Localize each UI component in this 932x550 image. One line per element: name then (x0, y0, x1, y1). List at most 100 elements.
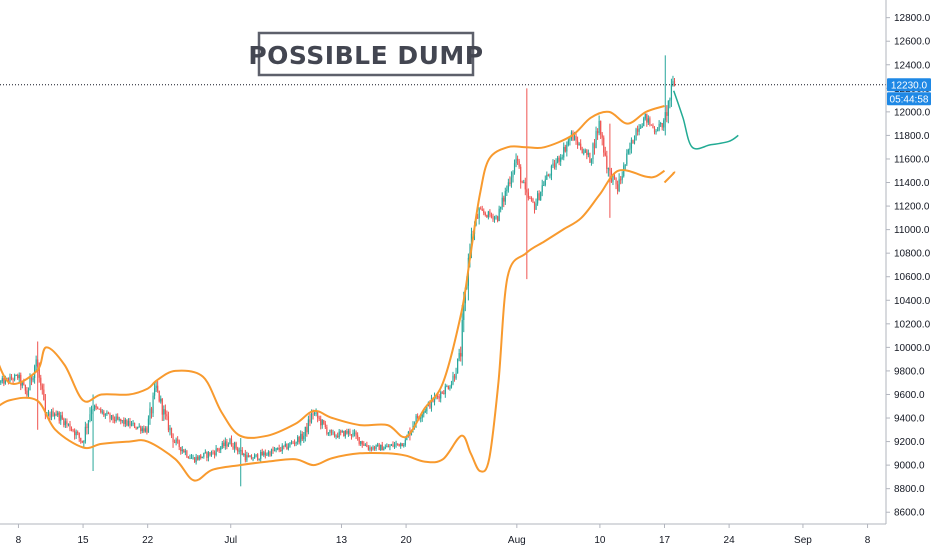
candle-body (520, 166, 522, 183)
candle-body (110, 415, 113, 419)
candle-body (17, 375, 19, 379)
candle-body (544, 179, 546, 186)
projection-line (672, 90, 739, 150)
candle-body (483, 210, 485, 214)
candle-body (117, 416, 119, 420)
candle-body (670, 84, 673, 100)
x-tick-label: 17 (659, 535, 671, 546)
candle-body (75, 431, 77, 436)
candle-body (124, 419, 126, 424)
y-tick-label: 12600.0 (894, 37, 931, 48)
candle-body (424, 411, 426, 413)
candle-body (486, 214, 488, 218)
candle-body (306, 426, 308, 433)
candle-body (603, 137, 605, 153)
time-axis[interactable]: 8 15 22 Jul 13 20 Aug 10 17 24 Sep 8 (0, 523, 932, 550)
candle-body (24, 384, 26, 391)
candle-body (29, 376, 31, 391)
candle-body (458, 353, 460, 359)
candle-body (193, 457, 196, 463)
candle-body (378, 444, 380, 451)
candle-body (120, 418, 122, 422)
candle-body (157, 385, 159, 391)
candle-body (343, 430, 345, 437)
y-tick-label: 11400.0 (894, 178, 930, 189)
candle-body (173, 442, 176, 444)
candle-body (444, 386, 446, 394)
candle-body (512, 172, 514, 178)
candle-body (447, 386, 449, 389)
candle-body (383, 448, 385, 451)
candle-body (177, 439, 179, 441)
candle-body (501, 197, 503, 207)
candle-body (217, 448, 219, 450)
candle-body (84, 426, 86, 442)
candle-body (147, 418, 150, 433)
candle-body (104, 414, 106, 416)
candle-body (275, 448, 277, 450)
y-tick-label: 10000.0 (894, 343, 931, 354)
candle-body (301, 433, 303, 440)
candle-body (18, 374, 20, 379)
candle-body (321, 420, 323, 426)
annotation-box[interactable]: POSSIBLE DUMP (248, 31, 483, 77)
bollinger-lower-stub (663, 170, 676, 184)
candle-body (533, 202, 536, 210)
candle-body (286, 443, 288, 450)
y-tick-label: 8800.0 (894, 484, 925, 495)
y-tick-label: 10800.0 (894, 249, 931, 260)
candle-body (524, 182, 526, 190)
candle-body (266, 454, 268, 456)
candle-body (112, 415, 114, 420)
candle-body (652, 124, 654, 128)
candle-body (95, 405, 97, 408)
candle-body (606, 155, 608, 169)
candle-body (190, 457, 193, 459)
bollinger-bands (0, 105, 676, 482)
candle-body (660, 123, 662, 125)
candle-body (241, 450, 243, 455)
candle-body (15, 375, 17, 377)
candle-body (284, 443, 286, 447)
candle-body (390, 444, 393, 446)
candle-body (433, 396, 436, 402)
x-tick-label: 15 (78, 535, 90, 546)
x-tick-label: 10 (594, 535, 606, 546)
candle-body (355, 432, 357, 436)
candle-body (310, 413, 313, 423)
candle-body (130, 423, 133, 426)
x-tick-label: Sep (794, 535, 812, 546)
candle-body (138, 426, 140, 428)
x-tick-label: 8 (865, 535, 871, 546)
candle-body (10, 376, 13, 379)
candle-body (518, 160, 520, 167)
candle-body (629, 148, 631, 150)
candle-body (370, 447, 373, 450)
last-price-label: 12230.0 (891, 80, 928, 91)
candle-body (107, 412, 110, 415)
candle-body (420, 417, 422, 419)
candle-body (109, 414, 111, 419)
candle-body (123, 420, 125, 424)
candle-body (664, 112, 666, 121)
candle-body (247, 455, 250, 458)
candle-body (429, 402, 431, 408)
candle-body (263, 452, 265, 456)
candle-body (636, 128, 639, 132)
candle-body (303, 435, 305, 440)
candle-body (580, 143, 582, 150)
candle-body (521, 182, 523, 184)
candle-body (555, 162, 557, 168)
candle-body (500, 206, 502, 209)
candle-body (381, 444, 383, 451)
x-tick-label: Aug (508, 535, 526, 546)
candle-body (446, 386, 448, 388)
candle-body (244, 453, 246, 461)
candlestick-series (0, 55, 676, 487)
candle-body (341, 430, 343, 433)
candle-body (564, 146, 566, 152)
candle-body (338, 431, 340, 438)
candle-body (417, 415, 419, 418)
candle-body (292, 442, 294, 444)
